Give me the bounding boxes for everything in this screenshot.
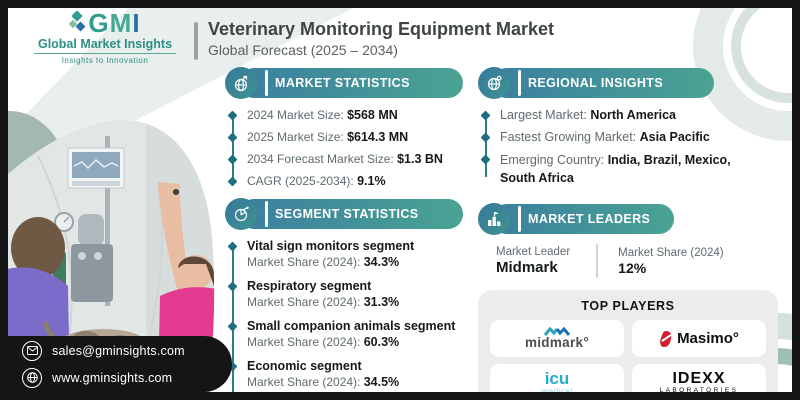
segment-statistics-header: SEGMENT STATISTICS	[225, 198, 463, 230]
market-leaders-row: Market Leader Midmark Market Share (2024…	[496, 244, 784, 278]
logo-card-midmark: midmark°	[490, 320, 624, 357]
segment-item: Respiratory segment Market Share (2024):…	[229, 278, 463, 310]
icu-wordmark: icu	[544, 368, 570, 388]
page-subtitle: Global Forecast (2025 – 2034)	[208, 42, 398, 58]
vertical-divider	[596, 244, 599, 278]
globe-chart-icon	[225, 67, 257, 99]
market-leader-block: Market Leader Midmark	[496, 246, 570, 276]
logo-card-idexx: IDEXX LABORATORIES	[632, 364, 766, 392]
segment-item: Economic segment Market Share (2024): 34…	[229, 358, 463, 390]
website-text: www.gminsights.com	[52, 370, 173, 385]
market-leaders-title: MARKET LEADERS	[528, 212, 651, 226]
envelope-icon	[22, 340, 42, 361]
globe-icon	[22, 367, 42, 388]
top-players-box: TOP PLAYERS midmark°	[478, 290, 778, 392]
market-leader-label: Market Leader	[496, 246, 571, 258]
segment-statistics-pill	[239, 199, 463, 229]
podium-flag-icon	[478, 203, 510, 235]
regional-insights-title: REGIONAL INSIGHTS	[528, 76, 664, 90]
segment-statistics-title: SEGMENT STATISTICS	[275, 207, 419, 221]
regional-insights-header: REGIONAL INSIGHTS	[478, 67, 784, 99]
gmi-wordmark: GMI	[88, 8, 141, 38]
header-notch	[518, 70, 521, 96]
header-notch	[265, 201, 268, 227]
stat-item: CAGR (2025-2034): 9.1%	[229, 173, 463, 189]
idexx-wordmark: IDEXX	[672, 369, 726, 387]
header-notch	[518, 206, 521, 232]
segment-item: Vital sign monitors segment Market Share…	[229, 238, 463, 270]
regional-insights-list: Largest Market: North America Fastest Gr…	[482, 107, 782, 187]
pie-chart-icon	[225, 198, 257, 230]
contact-bar: sales@gminsights.com www.gminsights.com	[8, 336, 232, 392]
segment-item: Small companion animals segment Market S…	[229, 318, 463, 350]
masimo-logo-icon	[660, 330, 672, 347]
gmi-logo: GMI Global Market Insights Insights to I…	[24, 10, 186, 65]
regional-insights-pill	[492, 68, 714, 98]
top-players-title: TOP PLAYERS	[581, 299, 675, 313]
midmark-logo-icon	[543, 327, 570, 337]
bullet-rail	[232, 117, 234, 179]
header-notch	[265, 70, 268, 96]
market-leader-value: Midmark	[496, 259, 558, 276]
title-accent-bar	[194, 22, 198, 60]
market-statistics-title: MARKET STATISTICS	[275, 76, 410, 90]
stat-item: 2034 Forecast Market Size: $1.3 BN	[229, 151, 463, 167]
regional-item: Emerging Country: India, Brazil, Mexico,…	[482, 151, 767, 187]
segment-statistics-list: Vital sign monitors segment Market Share…	[229, 238, 463, 392]
logo-card-masimo: Masimo°	[632, 320, 766, 357]
midmark-wordmark: midmark°	[524, 335, 590, 351]
market-statistics-list: 2024 Market Size: $568 MN 2025 Market Si…	[229, 107, 463, 189]
bullet-rail	[485, 117, 487, 177]
icu-medical-wordmark: medical	[541, 386, 573, 392]
brand-divider	[34, 53, 176, 54]
regional-item: Largest Market: North America	[482, 107, 782, 123]
page-title: Veterinary Monitoring Equipment Market	[208, 19, 555, 39]
email-text: sales@gminsights.com	[52, 343, 185, 358]
middle-column: MARKET STATISTICS 2024 Market Size: $568…	[225, 67, 463, 392]
market-share-value: 12%	[618, 259, 647, 276]
stat-item: 2025 Market Size: $614.3 MN	[229, 129, 463, 145]
logo-card-icu-medical: icu medical	[490, 364, 624, 392]
idexx-laboratories-wordmark: LABORATORIES	[659, 386, 739, 392]
top-players-grid: midmark° Masimo° icu medical	[490, 320, 766, 392]
website-row[interactable]: www.gminsights.com	[22, 367, 232, 388]
market-leaders-pill	[492, 204, 674, 234]
right-column: REGIONAL INSIGHTS Largest Market: North …	[478, 67, 784, 392]
brand-tagline: Insights to Innovation	[61, 56, 149, 65]
masimo-wordmark: Masimo°	[677, 330, 739, 347]
globe-pin-icon	[478, 67, 510, 99]
brand-name: Global Market Insights	[37, 37, 173, 51]
infographic-card: GMI Global Market Insights Insights to I…	[8, 8, 792, 392]
market-leaders-header: MARKET LEADERS	[478, 203, 784, 235]
stat-item: 2024 Market Size: $568 MN	[229, 107, 463, 123]
email-row[interactable]: sales@gminsights.com	[22, 340, 232, 361]
regional-item: Fastest Growing Market: Asia Pacific	[482, 129, 782, 145]
gmi-logo-icon	[69, 11, 86, 32]
market-share-label: Market Share (2024)	[618, 246, 724, 259]
market-share-block: Market Share (2024) 12%	[618, 247, 723, 276]
market-statistics-header: MARKET STATISTICS	[225, 67, 463, 99]
